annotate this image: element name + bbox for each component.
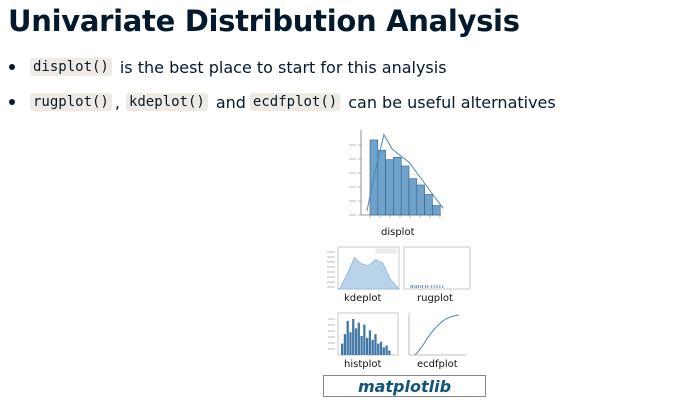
displot-bar xyxy=(393,157,402,216)
histplot-bar xyxy=(371,339,374,355)
ecdfplot-line xyxy=(414,314,460,356)
displot-bar xyxy=(377,149,386,216)
bullet-text: can be useful alternatives xyxy=(348,92,556,112)
rugplot-caption: rugplot xyxy=(417,293,453,304)
code-ecdfplot: ecdfplot() xyxy=(249,93,341,111)
matplotlib-logo-text: matplotlib xyxy=(357,376,452,396)
histplot-bar xyxy=(379,341,383,355)
bullet-dot xyxy=(9,64,15,70)
histplot-bar xyxy=(363,324,366,355)
rugplot-chart xyxy=(403,246,471,290)
histplot-bar xyxy=(385,345,388,355)
histplot-caption: histplot xyxy=(344,359,382,370)
histplot-bar xyxy=(357,322,360,355)
histplot-bar xyxy=(346,320,349,355)
rugplot-frame xyxy=(403,246,471,290)
histplot-bar xyxy=(388,350,391,355)
code-rugplot: rugplot() xyxy=(30,93,112,111)
displot-caption: displot xyxy=(381,227,415,238)
histplot-bar xyxy=(382,347,385,355)
displot-bar xyxy=(400,165,410,216)
histplot-bar xyxy=(368,330,372,355)
displot-bar xyxy=(424,194,433,216)
bullet-dot xyxy=(9,99,15,105)
displot-bar xyxy=(408,178,418,216)
slide-title: Univariate Distribution Analysis xyxy=(8,4,520,38)
kdeplot-area xyxy=(337,256,400,290)
bullet-text: is the best place to start for this anal… xyxy=(119,57,447,77)
kdeplot-caption: kdeplot xyxy=(344,293,382,304)
bullet-alternatives: rugplot() , kdeplot() and ecdfplot() can… xyxy=(8,91,560,113)
ecdfplot-chart xyxy=(408,313,467,356)
bullet-list: displot() is the best place to start for… xyxy=(8,56,560,126)
matplotlib-logo: matplotlib xyxy=(323,375,486,397)
histplot-chart xyxy=(328,312,399,356)
displot-bar xyxy=(416,184,425,216)
histplot-bar xyxy=(360,336,363,355)
kdeplot-legend xyxy=(375,248,397,254)
ecdfplot-caption: ecdfplot xyxy=(417,359,458,370)
displot-bar xyxy=(385,159,394,216)
histplot-bar xyxy=(352,318,355,355)
displot-bar xyxy=(432,205,441,216)
displot-chart xyxy=(349,130,444,218)
histplot-bar xyxy=(366,337,369,355)
separator-comma: , xyxy=(114,92,120,112)
histplot-bar xyxy=(354,328,358,355)
histplot-bar xyxy=(377,343,380,355)
displot-kde-line xyxy=(366,133,444,212)
histplot-bar xyxy=(343,334,347,355)
word-and: and xyxy=(215,92,246,112)
bullet-displot: displot() is the best place to start for… xyxy=(8,56,560,78)
code-displot: displot() xyxy=(30,58,112,76)
kdeplot-chart xyxy=(327,246,400,290)
histplot-bar xyxy=(374,334,377,355)
code-kdeplot: kdeplot() xyxy=(125,93,208,111)
histplot-bar xyxy=(349,332,352,355)
histplot-bar xyxy=(341,343,344,355)
